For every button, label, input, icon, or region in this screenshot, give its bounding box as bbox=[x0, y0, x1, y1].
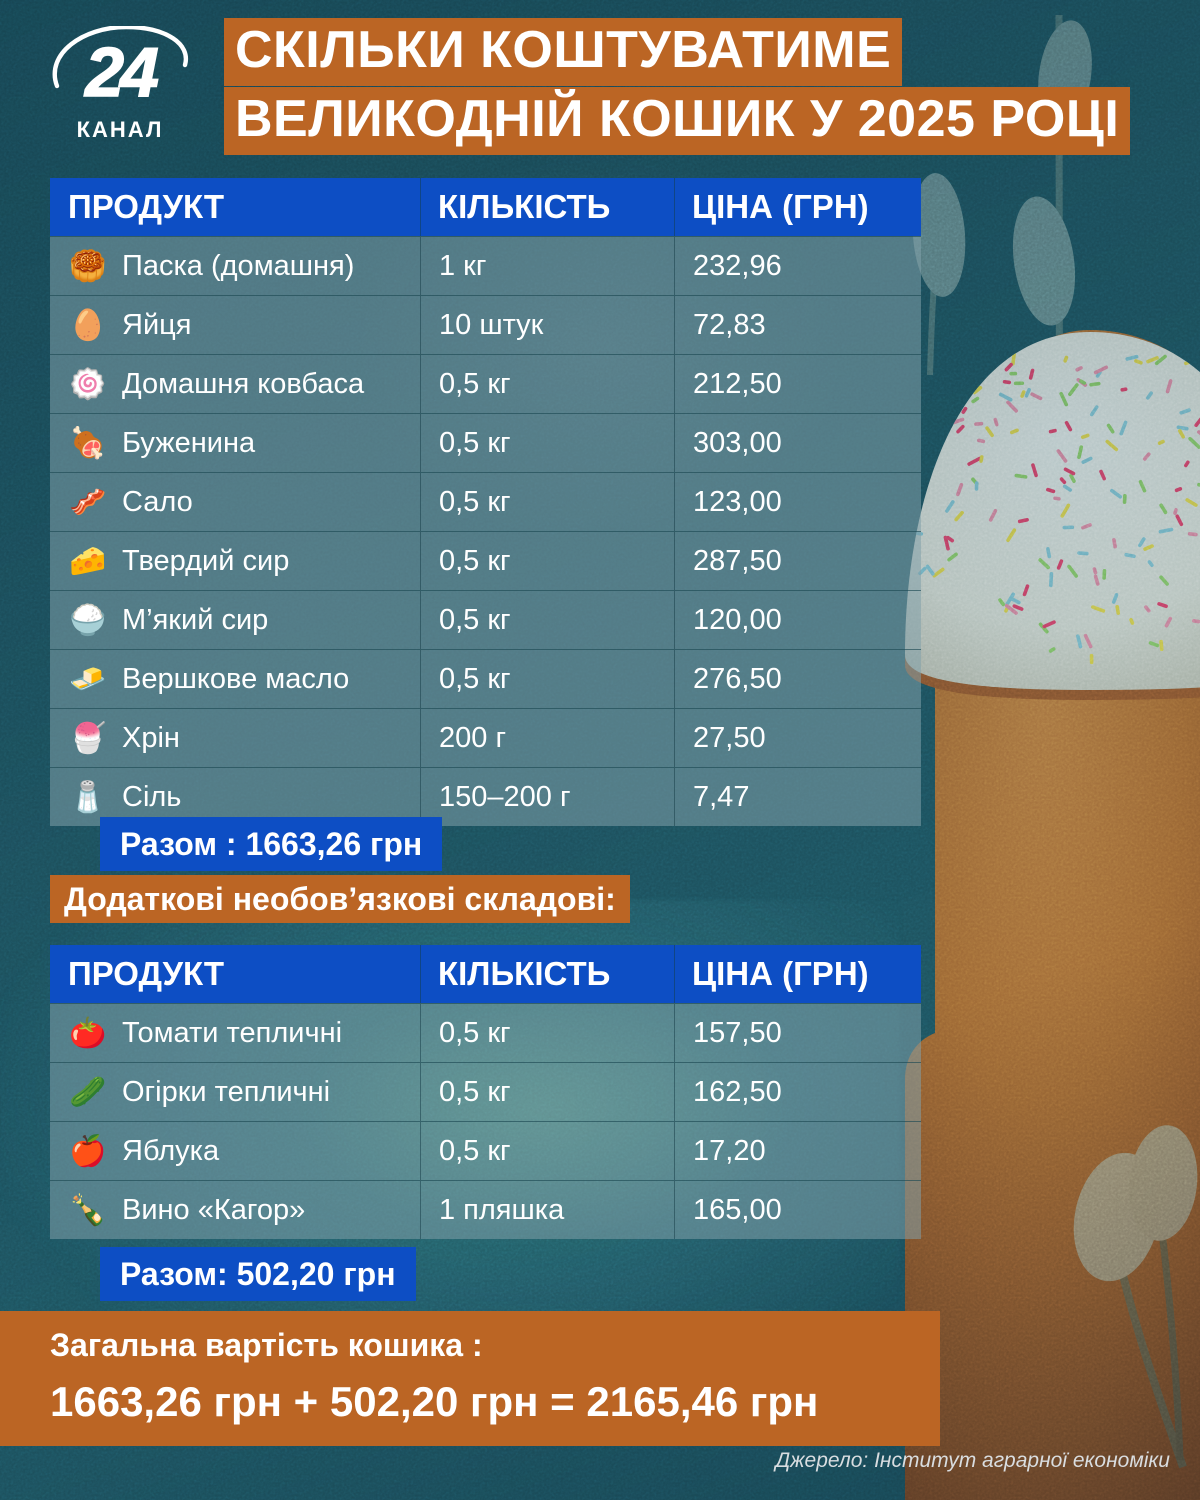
svg-text:24: 24 bbox=[83, 33, 158, 111]
